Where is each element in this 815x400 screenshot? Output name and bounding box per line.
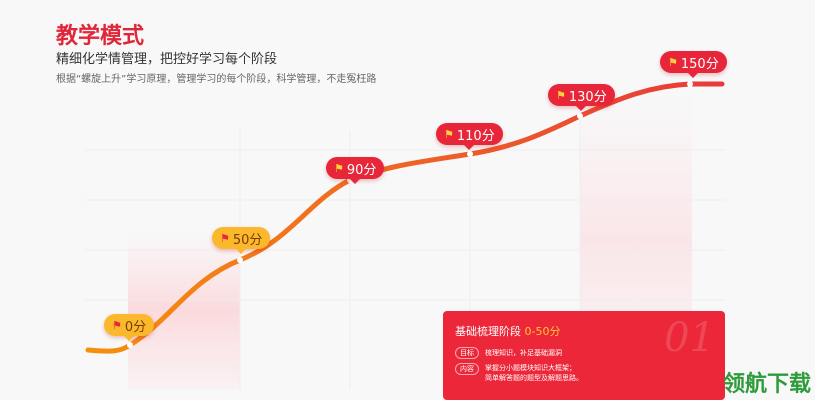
watermark: 领航下载 <box>722 372 811 397</box>
stage-name: 基础梳理阶段 <box>455 325 521 338</box>
milestone-label: 50分 <box>232 232 263 248</box>
card-row: 目标 梳理知识，补足基础漏洞 <box>455 347 562 359</box>
row-text: 掌握分小题模块知识大框架； <box>485 364 576 372</box>
page-title: 教学模式 <box>56 24 145 49</box>
row-text: 梳理知识，补足基础漏洞 <box>485 349 562 357</box>
milestone-flag: ⚑ 150分 <box>660 51 727 78</box>
stage-highlight <box>128 230 240 390</box>
flag-icon: ⚑ <box>112 318 122 332</box>
milestone-flag: ⚑ 90分 <box>326 157 385 184</box>
card-row: 内容 掌握分小题模块知识大框架； 简单解答题的题型及解题思路。 <box>455 363 583 383</box>
stage-number: 01 <box>664 315 715 361</box>
flag-icon: ⚑ <box>668 55 678 69</box>
milestone-label: 110分 <box>456 128 495 144</box>
flag-icon: ⚑ <box>444 127 454 141</box>
flag-icon: ⚑ <box>556 88 566 102</box>
stage-card: 基础梳理阶段 0-50分 01 目标 梳理知识，补足基础漏洞 内容 掌握分小题模块知… <box>443 311 725 400</box>
stage-range: 0-50分 <box>524 325 561 338</box>
milestone-label: 90分 <box>346 162 377 178</box>
stage-title: 基础梳理阶段 0-50分 <box>455 323 560 339</box>
milestone-label: 0分 <box>124 319 147 335</box>
flag-icon: ⚑ <box>220 231 230 245</box>
milestone-label: 130分 <box>568 89 607 105</box>
page-subtitle: 精细化学情管理，把控好学习每个阶段 <box>56 52 278 67</box>
milestone-flag: ⚑ 130分 <box>548 84 615 111</box>
milestone-flag: ⚑ 50分 <box>212 227 271 254</box>
milestone-label: 150分 <box>680 56 719 72</box>
milestone-flag: ⚑ 110分 <box>436 123 503 150</box>
row-tag: 内容 <box>455 363 479 375</box>
row-tag: 目标 <box>455 347 479 359</box>
page-description: 根据“螺旋上升”学习原理，管理学习的每个阶段，科学管理，不走冤枉路 <box>56 74 377 85</box>
flag-icon: ⚑ <box>334 161 344 175</box>
milestone-flag: ⚑ 0分 <box>104 314 155 341</box>
row-text: 简单解答题的题型及解题思路。 <box>485 374 583 382</box>
